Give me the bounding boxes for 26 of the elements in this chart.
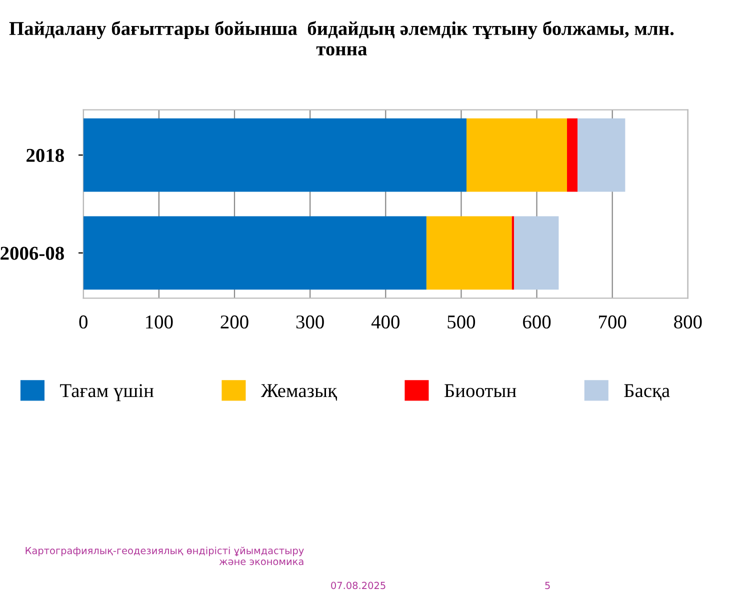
text: 5 [545,582,550,590]
legend-label: Жемазық [260,384,338,401]
text: 07.08.2025 [331,582,386,590]
text: Картографиялық-геодезиялық өндірісті ұйымдастыру және экономика [26,546,304,566]
legend-label: Басқа [624,384,670,401]
x-tick-label: 100 [146,315,173,329]
x-tick-label: 500 [448,315,476,329]
bar [578,118,626,192]
legend-label: Тағам үшін [60,384,154,402]
x-tick-label: 200 [220,315,248,329]
y-tick-label: 2018 [26,148,64,162]
legend-label: Биоотын [444,384,516,398]
bar [466,118,568,192]
x-tick-label: 400 [371,315,400,329]
bar [514,216,559,290]
bar [83,118,466,192]
x-tick-label: 300 [296,315,324,329]
y-tick-label: 2006-08 [0,246,64,260]
x-tick-label: 600 [523,315,551,329]
x-tick-label: 0 [79,315,88,329]
x-tick-label: 800 [674,315,702,329]
chart-title: Пайдалану бағыттары бойынша бидайдың әлемдік тұтыну болжамы, млн. тонна [9,21,674,56]
bar [567,118,578,192]
bar [426,216,512,290]
x-tick-label: 700 [599,315,626,329]
bar [83,216,426,290]
